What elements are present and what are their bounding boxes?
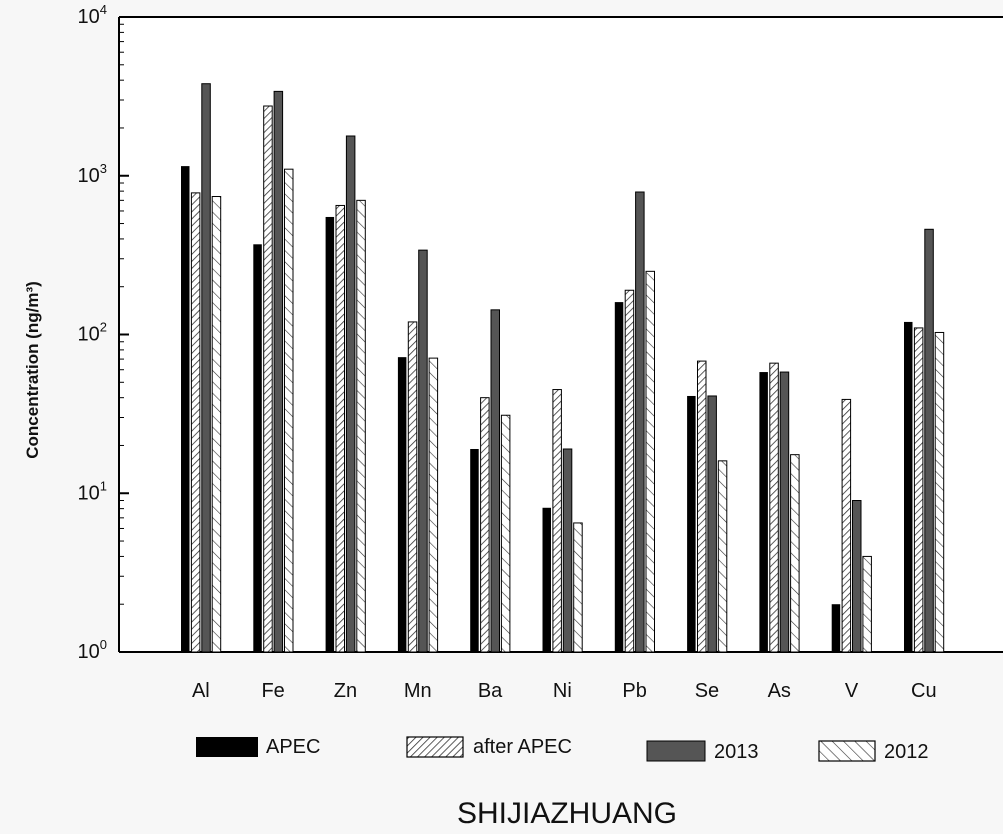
bar-pb-2012 xyxy=(645,270,655,653)
bar-se-2013 xyxy=(707,395,717,653)
legend-label-2012: 2012 xyxy=(884,741,929,763)
bar-fe-apec xyxy=(253,244,262,652)
bar-ba-2012 xyxy=(500,414,511,653)
y-tick-label: 103 xyxy=(78,161,107,187)
x-category-label: Zn xyxy=(334,680,357,702)
x-axis-labels: Al Fe Zn Mn Ba Ni Pb Se As V Cu xyxy=(192,680,937,702)
bar-v-2013 xyxy=(852,500,862,653)
bar-ni-after-apec xyxy=(552,389,562,653)
legend-swatch-after-apec xyxy=(406,736,464,758)
x-category-label: Ni xyxy=(553,680,572,702)
bar-al-apec xyxy=(181,166,190,653)
bar-cu-after-apec xyxy=(913,327,924,653)
bar-v-apec xyxy=(831,604,841,652)
legend-label-apec: APEC xyxy=(266,736,320,758)
bar-zn-apec xyxy=(325,216,335,653)
y-tick-label: 102 xyxy=(78,320,107,346)
x-category-label: Se xyxy=(695,680,719,702)
bar-mn-2012 xyxy=(428,357,439,653)
legend-label-after-apec: after APEC xyxy=(473,736,572,758)
bar-al-2012 xyxy=(211,196,222,653)
y-axis-ticks: 100 101 102 103 104 xyxy=(78,2,129,663)
bar-v-2012 xyxy=(862,555,872,653)
x-category-label: As xyxy=(768,680,791,702)
bar-pb-apec xyxy=(614,302,624,652)
bar-as-2013 xyxy=(779,371,790,653)
bar-ba-2013 xyxy=(490,309,500,653)
bar-se-2012 xyxy=(717,460,728,653)
x-category-label: Ba xyxy=(478,680,503,702)
x-category-label: Pb xyxy=(622,680,646,702)
bar-pb-2013 xyxy=(635,191,645,653)
legend-swatch-apec xyxy=(196,737,258,757)
legend-swatch-2013 xyxy=(646,740,706,762)
bar-fe-2012 xyxy=(284,168,294,653)
bar-cu-2013 xyxy=(924,228,934,653)
bar-al-2013 xyxy=(201,83,211,653)
y-tick-label: 100 xyxy=(78,637,107,663)
bar-se-after-apec xyxy=(697,360,707,653)
x-category-label: Cu xyxy=(911,680,937,702)
x-category-label: Mn xyxy=(404,680,432,702)
legend-label-2013: 2013 xyxy=(714,741,759,763)
x-category-label: V xyxy=(845,680,859,702)
bar-fe-after-apec xyxy=(263,105,273,653)
bar-zn-2013 xyxy=(345,135,356,653)
x-category-label: Al xyxy=(192,680,210,702)
bar-se-apec xyxy=(687,395,696,652)
bar-cu-apec xyxy=(904,321,913,652)
y-tick-label: 101 xyxy=(78,478,107,504)
bar-pb-after-apec xyxy=(624,289,635,653)
bar-v-after-apec xyxy=(841,398,852,653)
bar-mn-after-apec xyxy=(407,321,418,653)
bar-mn-apec xyxy=(397,357,407,652)
x-category-label: Fe xyxy=(261,680,284,702)
chart-title: SHIJIAZHUANG xyxy=(457,797,677,830)
bar-ba-after-apec xyxy=(480,397,490,653)
bar-mn-2013 xyxy=(418,249,428,653)
bar-as-2012 xyxy=(790,454,800,653)
bar-as-apec xyxy=(759,372,768,652)
y-axis-label: Concentration (ng/m³) xyxy=(23,281,42,459)
bar-zn-after-apec xyxy=(335,204,345,653)
bar-zn-2012 xyxy=(356,199,366,653)
bar-cu-2012 xyxy=(934,331,945,653)
bar-group xyxy=(181,83,945,653)
bar-ni-apec xyxy=(542,507,551,652)
bar-ni-2013 xyxy=(562,448,573,653)
bar-al-after-apec xyxy=(190,192,201,653)
y-tick-label: 104 xyxy=(78,2,107,28)
bar-fe-2013 xyxy=(273,90,284,653)
bar-ni-2012 xyxy=(573,522,583,653)
bar-as-after-apec xyxy=(769,362,779,653)
bar-ba-apec xyxy=(470,448,479,652)
legend-swatch-2012 xyxy=(818,740,876,762)
legend: APEC after APEC 2013 2012 xyxy=(196,736,929,763)
